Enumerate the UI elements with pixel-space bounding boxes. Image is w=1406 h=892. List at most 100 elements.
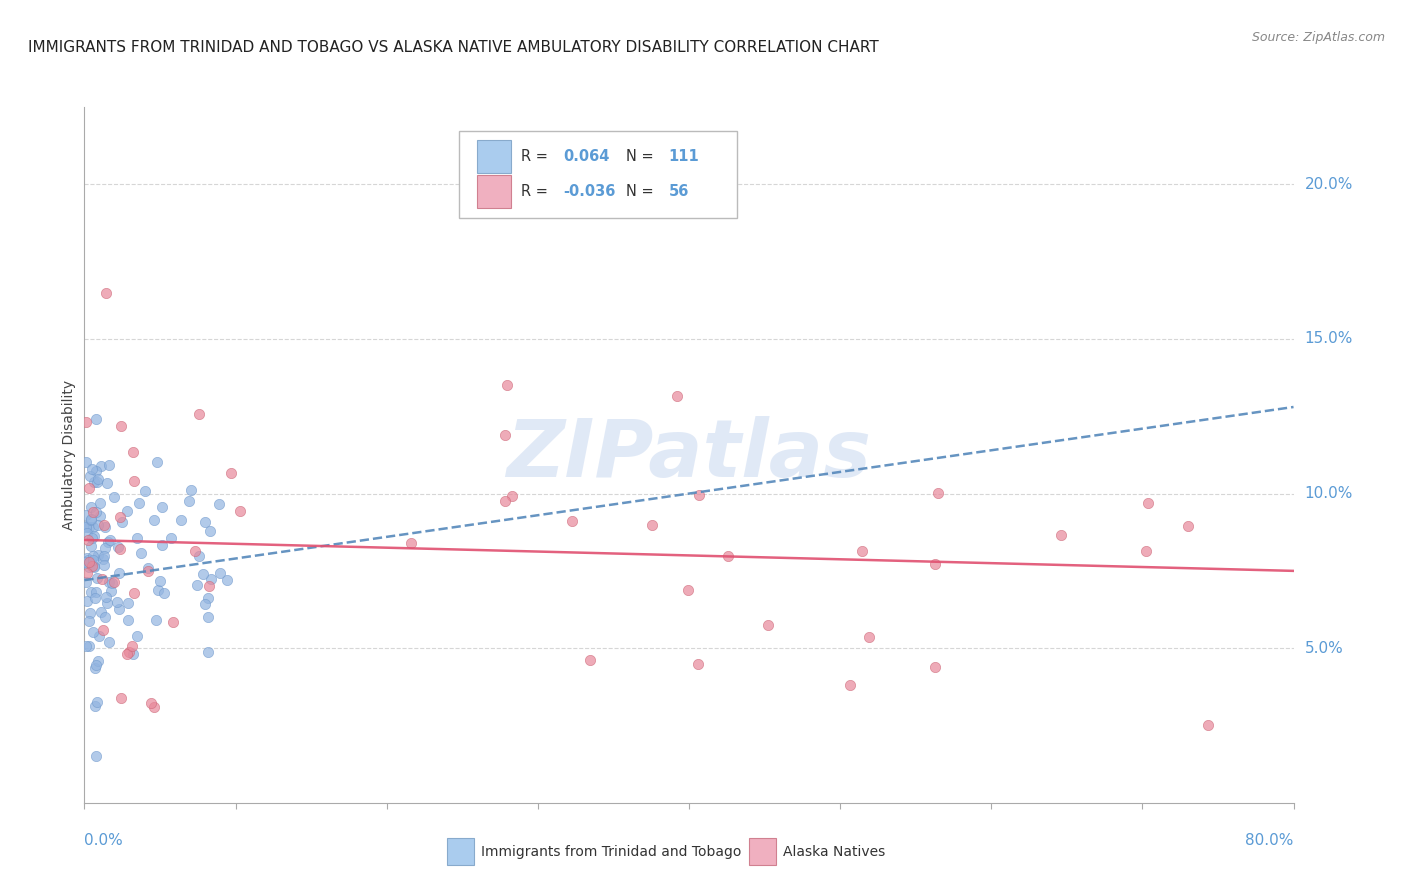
Point (107, 602, 129, 616)
Text: R =: R = (520, 184, 553, 199)
Text: IMMIGRANTS FROM TRINIDAD AND TOBAGO VS ALASKA NATIVE AMBULATORY DISABILITY CORRE: IMMIGRANTS FROM TRINIDAD AND TOBAGO VS A… (28, 40, 879, 55)
Point (75, 455, 97, 469)
Text: 0.064: 0.064 (564, 149, 610, 164)
Point (197, 610, 219, 624)
Point (186, 578, 208, 592)
Point (111, 515, 134, 529)
Point (82, 505, 104, 519)
Point (82, 553, 104, 567)
Point (97, 634, 120, 648)
Point (851, 544, 873, 558)
Point (159, 531, 181, 545)
Point (688, 657, 710, 672)
Point (676, 582, 699, 597)
Point (96, 476, 118, 491)
Point (149, 574, 172, 589)
Point (90, 458, 112, 473)
Point (75, 555, 97, 569)
Text: R =: R = (520, 149, 553, 164)
Point (641, 518, 664, 533)
Point (194, 515, 217, 529)
Point (561, 514, 583, 528)
Point (82, 625, 104, 640)
Point (83, 558, 105, 573)
Point (125, 630, 148, 644)
Point (84, 411, 107, 425)
Point (209, 566, 232, 580)
Point (1197, 718, 1219, 732)
Bar (749, 838, 776, 865)
Point (76, 551, 98, 566)
Point (228, 504, 250, 518)
Text: 0.0%: 0.0% (84, 833, 124, 848)
Point (1135, 544, 1157, 558)
Point (717, 549, 740, 563)
Bar (447, 838, 474, 865)
Text: Source: ZipAtlas.com: Source: ZipAtlas.com (1251, 31, 1385, 45)
Point (188, 407, 211, 421)
Point (76, 525, 98, 540)
Point (688, 488, 710, 502)
Point (110, 509, 132, 524)
Point (110, 690, 132, 705)
Point (86, 657, 108, 672)
Point (128, 496, 150, 510)
Point (194, 597, 217, 611)
Point (94, 285, 117, 300)
Point (142, 700, 165, 714)
Text: N =: N = (626, 184, 658, 199)
Point (97, 535, 120, 549)
Point (77, 481, 100, 495)
Point (495, 428, 517, 442)
Point (401, 535, 423, 549)
Point (152, 538, 174, 552)
Point (117, 596, 139, 610)
Point (197, 645, 219, 659)
Point (86, 695, 108, 709)
Point (180, 483, 202, 497)
Point (84, 464, 107, 478)
Point (94, 541, 117, 555)
Point (76, 593, 98, 607)
Point (200, 572, 222, 586)
Point (101, 576, 124, 591)
Point (115, 647, 138, 661)
Text: N =: N = (626, 149, 658, 164)
Point (76, 533, 98, 548)
Point (924, 659, 946, 673)
Point (924, 557, 946, 571)
Point (105, 595, 128, 609)
Point (219, 466, 242, 480)
Point (83, 529, 105, 543)
Point (127, 531, 149, 545)
Point (82, 520, 104, 534)
Text: Immigrants from Trinidad and Tobago: Immigrants from Trinidad and Tobago (481, 845, 741, 858)
Point (579, 653, 602, 667)
Text: 5.0%: 5.0% (1305, 640, 1343, 656)
Text: 80.0%: 80.0% (1246, 833, 1294, 848)
Point (89, 496, 111, 510)
Point (80, 558, 103, 573)
Point (76, 566, 98, 580)
Point (94, 520, 117, 534)
Point (80, 554, 103, 568)
Point (153, 586, 176, 600)
Point (93, 558, 115, 573)
Point (80, 512, 103, 526)
Point (177, 494, 200, 508)
Point (75, 520, 97, 534)
Point (183, 544, 205, 558)
Point (80, 585, 103, 599)
Point (122, 444, 145, 458)
Point (839, 678, 862, 692)
Point (139, 696, 162, 710)
Point (87, 549, 110, 563)
Point (91, 552, 114, 566)
Point (103, 575, 125, 590)
Text: 10.0%: 10.0% (1305, 486, 1353, 501)
Point (77, 560, 100, 574)
Point (84, 749, 107, 764)
Point (89, 509, 111, 524)
Point (91, 623, 114, 637)
Point (927, 486, 949, 500)
